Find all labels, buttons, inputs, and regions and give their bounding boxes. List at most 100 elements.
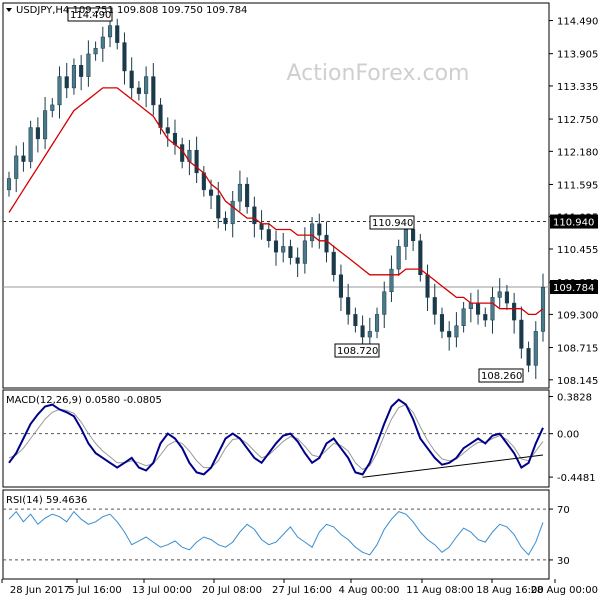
xtick-label: 28 Jun 2017 — [10, 585, 70, 596]
macd-main-line — [8, 398, 544, 476]
candle-body — [403, 229, 408, 247]
rsi-line — [8, 510, 544, 556]
candle-body — [374, 314, 380, 332]
candle-body — [6, 178, 12, 191]
annotation-box — [67, 7, 113, 22]
annotation-box — [478, 368, 524, 383]
candle-body — [302, 240, 307, 264]
candle-body — [259, 223, 264, 230]
candle-body — [360, 325, 365, 338]
annotation-box — [334, 343, 380, 358]
price-ytick-label: 108.715 — [557, 344, 598, 355]
candle-body — [151, 76, 156, 106]
price-ytick-label: 110.455 — [557, 245, 598, 256]
candle-body — [389, 268, 394, 292]
candle-body — [432, 297, 437, 315]
candle-body — [396, 246, 401, 270]
candle-body — [43, 110, 48, 140]
candle-body — [461, 308, 466, 326]
candle-body — [158, 104, 163, 128]
price-ytick-label: 112.750 — [557, 115, 598, 126]
candle-body — [331, 251, 336, 276]
macd-title: MACD(12,26,9) 0.0580 -0.0805 — [6, 395, 162, 406]
candle-body — [14, 155, 19, 179]
candle-body — [230, 200, 235, 225]
candle-body — [317, 223, 322, 236]
price-chart-title: USDJPY,H4 109.751 109.808 109.750 109.78… — [16, 5, 247, 16]
candle-body — [504, 291, 509, 304]
candle-body — [129, 70, 134, 89]
candle-body — [209, 189, 214, 196]
macd-panel-frame — [2, 389, 550, 488]
candle-body — [57, 76, 62, 106]
candle-body — [338, 274, 343, 298]
annotation-box — [369, 215, 415, 230]
candle-body — [107, 25, 113, 38]
macd-ytick-label: 0.3828 — [557, 393, 592, 404]
macd-ytick-label: -0.4481 — [557, 473, 596, 484]
candle-body — [367, 331, 372, 338]
candle-body — [79, 65, 84, 77]
candle-body — [93, 48, 98, 55]
candle-body — [237, 183, 242, 202]
candle-body — [165, 127, 170, 134]
candle-body — [252, 206, 257, 225]
xtick-label: 13 Jul 00:00 — [132, 585, 192, 596]
candle-body — [273, 240, 279, 253]
candle-body — [21, 155, 26, 162]
candle-body — [64, 76, 69, 89]
candle-body — [382, 291, 387, 315]
candle-body — [288, 246, 293, 259]
candle-body — [194, 149, 199, 174]
annotation-label: 108.260 — [481, 371, 522, 382]
rsi-panel-frame — [2, 489, 550, 580]
candle-body — [310, 223, 315, 242]
xtick-label: 28 Aug 00:00 — [531, 585, 598, 596]
annotation-label: 110.940 — [372, 218, 413, 229]
candle-body — [411, 229, 416, 242]
candle-body — [483, 314, 488, 321]
annotation-label: 108.720 — [337, 346, 378, 357]
candle-body — [122, 42, 127, 72]
candle-body — [526, 348, 531, 366]
candle-body — [439, 314, 445, 332]
candle-body — [454, 325, 459, 338]
rsi-ytick-label: 30 — [557, 556, 570, 567]
price-ytick-label: 113.335 — [557, 82, 598, 93]
candle-body — [245, 183, 250, 208]
candle-body — [353, 314, 358, 326]
price-ytick-label: 114.490 — [557, 17, 598, 28]
candle-body — [490, 297, 495, 321]
macd-ytick-label: 0.00 — [557, 430, 579, 441]
candle-body — [447, 331, 452, 338]
candle-body — [223, 217, 228, 225]
last-price-tag-box — [550, 279, 598, 294]
candle-body — [216, 195, 221, 219]
price-ytick-label: 109.300 — [557, 310, 598, 321]
candle-body — [425, 274, 430, 298]
level-tag-label: 110.940 — [553, 218, 594, 229]
candle-body — [266, 229, 271, 242]
candle-body — [115, 25, 120, 43]
candle-body — [533, 331, 538, 366]
candle-body — [28, 127, 33, 162]
macd-signal-line — [8, 404, 544, 471]
candle-body — [35, 127, 40, 140]
xtick-label: 27 Jul 16:00 — [272, 585, 332, 596]
candle-body — [144, 76, 149, 94]
candle-body — [346, 297, 351, 315]
moving-average-line — [8, 87, 544, 316]
candle-body — [295, 257, 300, 264]
candle-body — [100, 36, 105, 49]
chart-menu-triangle-icon — [6, 8, 12, 12]
candle-body — [136, 87, 141, 94]
xtick-label: 20 Jul 08:00 — [202, 585, 262, 596]
candle-body — [86, 53, 91, 77]
candle-body — [50, 104, 55, 111]
price-ytick-label: 113.905 — [557, 50, 598, 61]
price-ytick-label: 112.180 — [557, 147, 598, 158]
price-panel-frame — [2, 2, 550, 389]
candle-body — [281, 246, 286, 253]
